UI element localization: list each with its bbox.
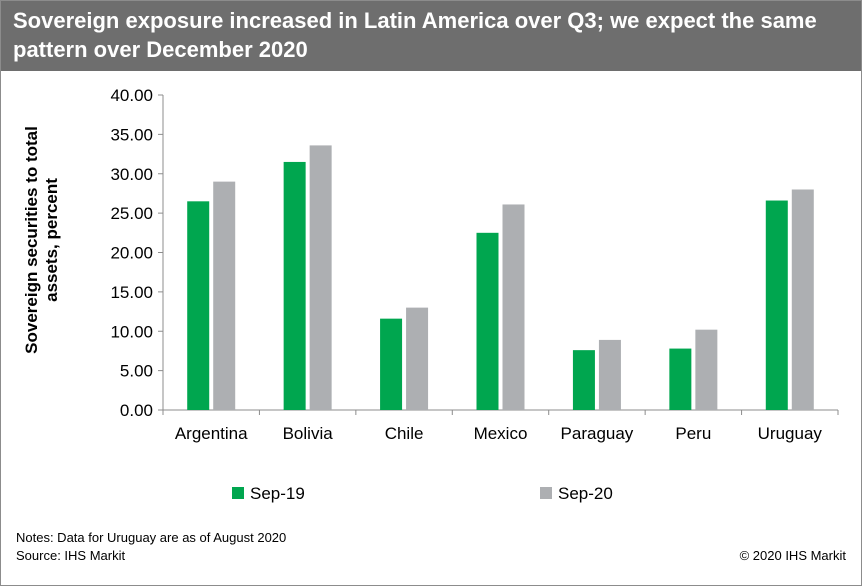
legend-label: Sep-20: [558, 484, 613, 503]
y-tick-label: 30.00: [110, 165, 153, 184]
legend: Sep-19 Sep-20: [232, 484, 613, 503]
chart-title: Sovereign exposure increased in Latin Am…: [13, 8, 817, 62]
title-bar: Sovereign exposure increased in Latin Am…: [1, 1, 861, 71]
x-tick-label: Uruguay: [758, 424, 823, 443]
bar-sep-20-paraguay: [598, 339, 621, 410]
bar-sep-20-mexico: [502, 204, 525, 410]
x-tick-label: Mexico: [474, 424, 528, 443]
bar-sep-19-argentina: [187, 201, 210, 410]
bar-sep-20-peru: [695, 329, 718, 410]
x-tick-label: Peru: [675, 424, 711, 443]
legend-label: Sep-19: [250, 484, 305, 503]
y-tick-label: 35.00: [110, 125, 153, 144]
bar-sep-19-uruguay: [765, 200, 788, 410]
legend-swatch: [232, 487, 244, 499]
y-tick-label: 15.00: [110, 283, 153, 302]
x-tick-label: Argentina: [175, 424, 248, 443]
y-tick-label: 10.00: [110, 322, 153, 341]
legend-swatch: [540, 487, 552, 499]
axes: 0.00 5.00 10.00 15.00 20.00 25.00 30.00 35.00 40…: [110, 86, 839, 443]
y-axis-title-line-2: assets, percent: [42, 178, 61, 302]
y-tick-label: 25.00: [110, 204, 153, 223]
y-axis-title-line-1: Sovereign securities to total: [22, 126, 41, 354]
bar-sep-19-chile: [380, 318, 403, 410]
source-text: Source: IHS Markit: [16, 548, 126, 563]
bars: [187, 145, 814, 410]
notes-text: Notes: Data for Uruguay are as of August…: [16, 530, 287, 545]
bar-sep-19-peru: [669, 348, 692, 410]
y-tick-label: 40.00: [110, 86, 153, 105]
copyright-text: © 2020 IHS Markit: [739, 548, 846, 563]
y-axis-title: Sovereign securities to total assets, pe…: [22, 126, 61, 354]
bar-sep-20-bolivia: [309, 145, 332, 410]
y-tick-label: 20.00: [110, 244, 153, 263]
bar-sep-20-argentina: [213, 181, 236, 410]
bar-sep-19-bolivia: [283, 161, 306, 410]
x-tick-label: Bolivia: [283, 424, 334, 443]
bar-sep-19-paraguay: [572, 350, 595, 410]
x-tick-label: Chile: [385, 424, 424, 443]
x-tick-label: Paraguay: [561, 424, 634, 443]
bar-sep-20-chile: [406, 307, 429, 410]
y-tick-label: 5.00: [120, 362, 153, 381]
bar-sep-19-mexico: [476, 232, 499, 410]
y-tick-label: 0.00: [120, 401, 153, 420]
bar-sep-20-uruguay: [791, 189, 814, 410]
